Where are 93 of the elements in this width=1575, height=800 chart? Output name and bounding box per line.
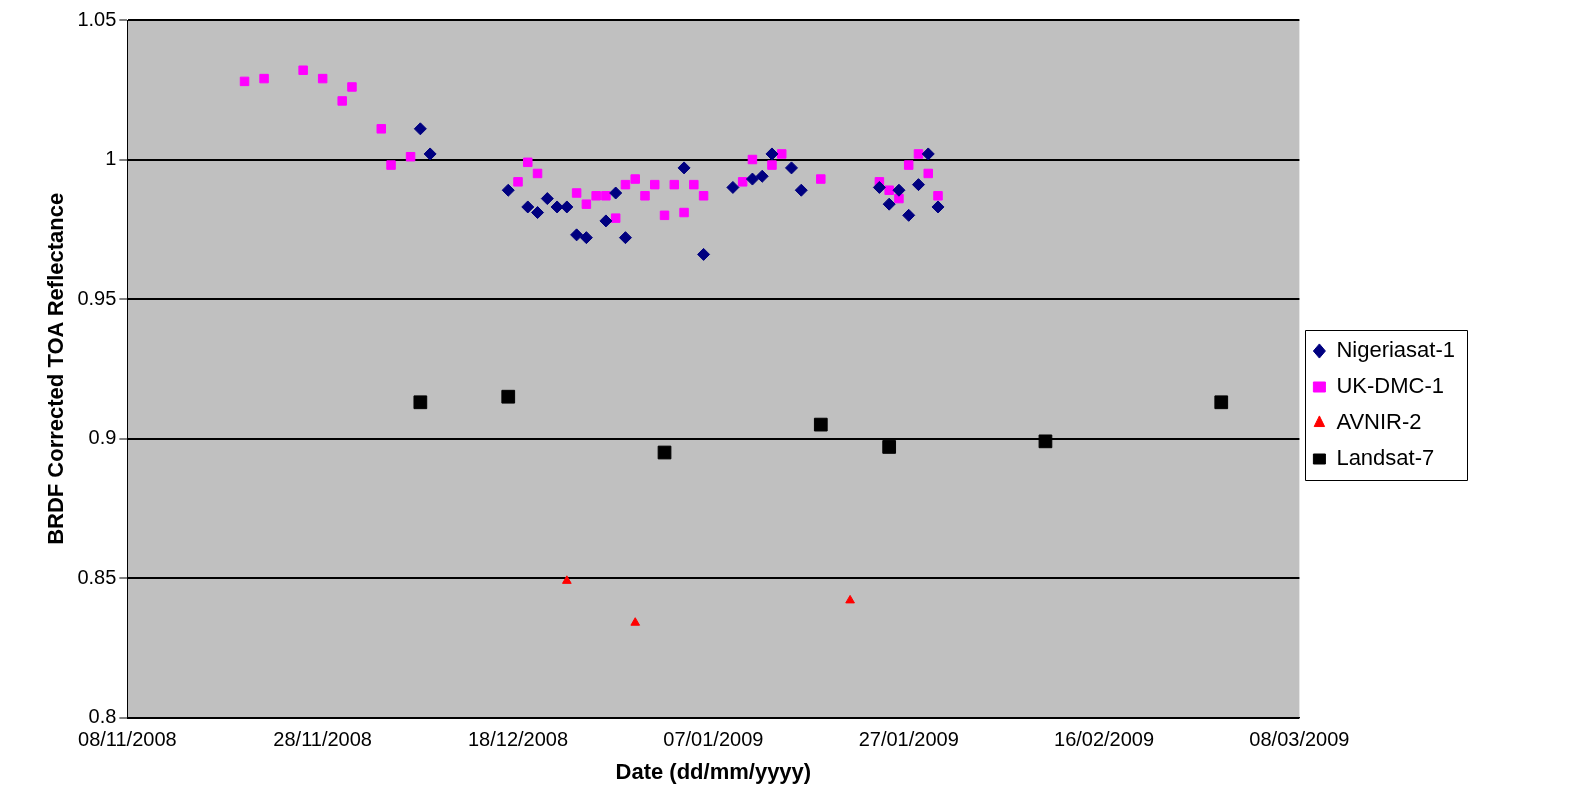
point xyxy=(347,82,357,92)
point xyxy=(872,180,886,194)
point xyxy=(698,191,709,201)
point xyxy=(785,161,798,175)
point xyxy=(1214,395,1229,410)
point xyxy=(501,389,516,404)
point xyxy=(882,197,896,211)
point xyxy=(903,160,914,170)
point xyxy=(259,73,269,84)
point xyxy=(376,124,387,134)
point xyxy=(845,594,855,604)
point xyxy=(765,147,779,161)
y-axis-title: BRDF Corrected TOA Reflectance xyxy=(43,192,69,545)
point xyxy=(405,151,416,162)
point xyxy=(892,183,906,197)
point xyxy=(571,188,582,198)
point xyxy=(531,206,545,220)
point xyxy=(679,207,689,218)
point xyxy=(579,231,593,245)
point xyxy=(609,186,623,200)
point xyxy=(794,183,808,197)
y-tick-label: 0.85 xyxy=(77,565,117,588)
point xyxy=(540,192,554,206)
point xyxy=(697,247,711,261)
point xyxy=(562,575,572,584)
legend-label: Landsat-7 xyxy=(1336,445,1435,471)
point xyxy=(501,183,515,197)
point xyxy=(640,191,650,201)
point xyxy=(677,161,691,175)
y-tick-label: 0.8 xyxy=(88,705,117,728)
point xyxy=(923,168,933,179)
legend-label: AVNIR-2 xyxy=(1336,409,1422,435)
point xyxy=(413,395,428,410)
x-tick-label: 07/01/2009 xyxy=(663,728,764,751)
point xyxy=(657,445,672,460)
point xyxy=(423,147,437,161)
point xyxy=(523,157,533,168)
point xyxy=(413,122,427,136)
point xyxy=(581,199,592,209)
point xyxy=(902,208,916,222)
point xyxy=(610,213,621,223)
point xyxy=(767,160,777,170)
point xyxy=(745,172,759,186)
x-tick-label: 18/12/2008 xyxy=(467,728,569,751)
legend-label: Nigeriasat-1 xyxy=(1336,337,1455,363)
x-tick-label: 27/01/2009 xyxy=(858,728,959,751)
point xyxy=(560,200,574,214)
legend-label: UK-DMC-1 xyxy=(1336,373,1444,399)
point xyxy=(386,160,396,170)
point xyxy=(618,231,632,245)
point xyxy=(620,179,631,190)
x-tick-label: 16/02/2009 xyxy=(1054,728,1155,751)
point xyxy=(599,214,613,228)
point xyxy=(737,177,748,187)
point xyxy=(591,191,601,201)
point xyxy=(1038,434,1053,449)
y-tick-label: 1.05 xyxy=(77,7,117,30)
point xyxy=(913,149,924,159)
point xyxy=(931,200,945,214)
point xyxy=(921,147,935,161)
point xyxy=(239,76,250,87)
point xyxy=(816,174,826,184)
point xyxy=(755,169,769,183)
point xyxy=(521,200,535,214)
x-tick-label: 08/11/2008 xyxy=(78,728,177,751)
point xyxy=(689,179,699,190)
y-tick-label: 0.9 xyxy=(88,426,117,449)
point xyxy=(650,179,660,190)
point xyxy=(513,177,523,187)
point xyxy=(882,440,897,454)
point xyxy=(570,228,584,242)
x-tick-label: 08/03/2009 xyxy=(1249,728,1350,751)
point xyxy=(550,200,564,214)
point xyxy=(776,149,787,159)
point xyxy=(726,180,740,194)
point xyxy=(884,185,894,195)
point xyxy=(659,210,670,221)
point xyxy=(532,168,543,179)
x-axis-title: Date (dd/mm/yyyy) xyxy=(615,758,812,784)
point xyxy=(337,96,347,106)
point xyxy=(911,178,925,192)
point xyxy=(630,174,640,184)
point xyxy=(933,191,943,201)
point xyxy=(298,65,308,75)
point xyxy=(317,73,328,84)
point xyxy=(747,154,758,165)
point xyxy=(630,617,641,626)
y-tick-label: 0.95 xyxy=(77,286,117,309)
x-tick-label: 28/11/2008 xyxy=(273,728,372,751)
point xyxy=(813,417,828,432)
point xyxy=(601,191,611,201)
y-tick-label: 1 xyxy=(105,147,117,170)
point xyxy=(669,179,680,190)
